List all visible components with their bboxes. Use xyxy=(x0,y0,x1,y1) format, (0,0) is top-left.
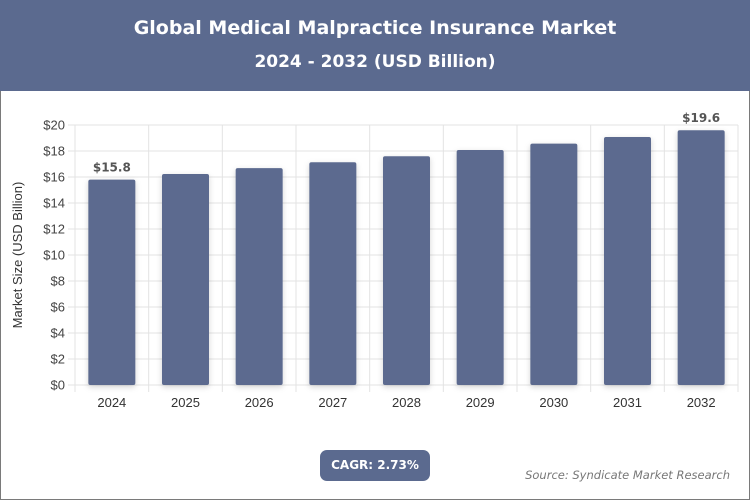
x-tick-label: 2026 xyxy=(245,395,274,410)
x-tick-label: 2030 xyxy=(539,395,568,410)
y-tick-label: $0 xyxy=(51,378,65,393)
data-label: $19.6 xyxy=(682,111,720,125)
bar-2025 xyxy=(162,174,209,385)
bar-2027 xyxy=(309,162,357,385)
x-tick-label: 2029 xyxy=(466,395,495,410)
source-note: Source: Syndicate Market Research xyxy=(525,468,730,482)
bar-2030 xyxy=(530,143,578,385)
y-tick-label: $10 xyxy=(43,248,65,263)
bar-2031 xyxy=(604,136,651,385)
x-tick-label: 2031 xyxy=(613,395,642,410)
bar-2024 xyxy=(88,179,136,385)
chart-header: Global Medical Malpractice Insurance Mar… xyxy=(0,0,750,91)
y-tick-label: $4 xyxy=(51,326,65,341)
chart-title: Global Medical Malpractice Insurance Mar… xyxy=(133,17,617,39)
chart-subtitle: 2024 - 2032 (USD Billion) xyxy=(254,52,496,72)
y-tick-label: $20 xyxy=(43,118,65,133)
y-tick-label: $12 xyxy=(43,222,65,237)
bar-2032 xyxy=(677,130,725,385)
x-tick-label: 2028 xyxy=(392,395,421,410)
y-tick-label: $2 xyxy=(51,352,65,367)
x-tick-label: 2024 xyxy=(97,395,126,410)
bar-2028 xyxy=(383,156,430,385)
cagr-badge: CAGR: 2.73% xyxy=(320,450,430,481)
y-tick-label: $16 xyxy=(43,170,65,185)
bar-2026 xyxy=(235,168,283,385)
y-tick-label: $6 xyxy=(51,300,65,315)
y-tick-label: $18 xyxy=(43,144,65,159)
x-tick-label: 2025 xyxy=(171,395,200,410)
y-tick-label: $14 xyxy=(43,196,65,211)
x-tick-label: 2027 xyxy=(318,395,347,410)
bar-chart: $0 $2 $4 $6 $8 $10 $12 $14 $16 $18 $20 2024 $15.8 202… xyxy=(10,111,739,410)
x-tick-label: 2032 xyxy=(687,395,716,410)
y-axis-label: Market Size (USD Billion) xyxy=(10,182,25,329)
bar-2029 xyxy=(456,149,504,385)
y-tick-label: $8 xyxy=(51,274,65,289)
data-label: $15.8 xyxy=(93,161,131,175)
